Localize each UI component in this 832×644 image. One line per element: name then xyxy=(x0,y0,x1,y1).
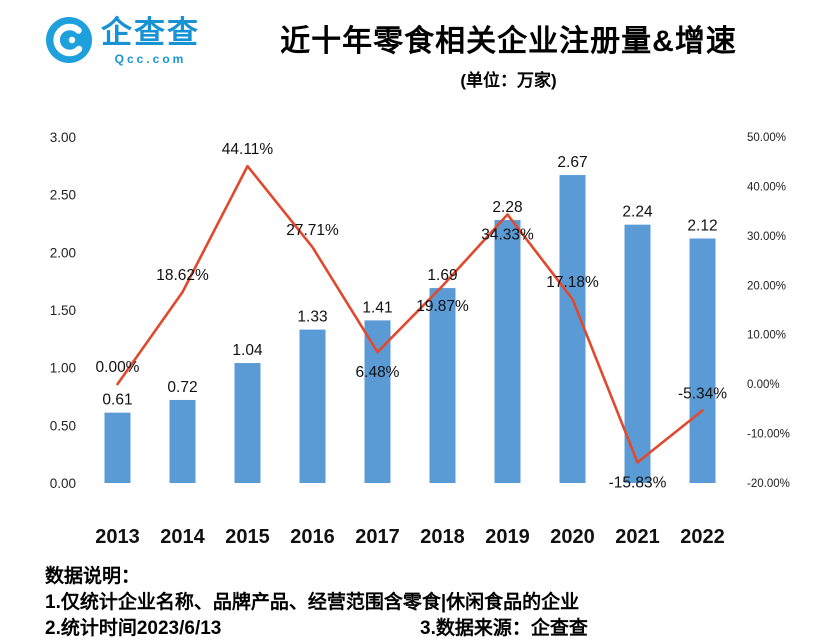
footer-notes: 数据说明： 1.仅统计企业名称、品牌产品、经营范围含零食|休闲食品的企业 2.统… xyxy=(45,564,817,642)
bar-value-label: 2.28 xyxy=(492,199,522,216)
line-value-label: 6.48% xyxy=(356,364,400,381)
bar-2015 xyxy=(234,363,261,483)
bar-2019 xyxy=(494,220,521,483)
bar-2018 xyxy=(429,288,456,483)
bar-value-label: 2.24 xyxy=(622,204,653,221)
combo-chart: 3.00 2.50 2.00 1.50 1.00 0.50 0.00 50.00% 40.00%… xyxy=(50,130,790,548)
left-axis-tick: 3.00 xyxy=(50,130,76,145)
footer-heading: 数据说明： xyxy=(45,566,141,587)
qcc-logo-icon xyxy=(46,17,92,63)
x-axis-label-2014: 2014 xyxy=(160,526,205,548)
left-axis-tick: 2.50 xyxy=(50,188,76,203)
bar-value-label: 1.33 xyxy=(297,309,327,326)
right-axis-tick: -20.00% xyxy=(747,478,790,490)
bar-value-label: 1.69 xyxy=(427,267,457,284)
growth-line xyxy=(116,164,704,464)
bar-value-label: 1.04 xyxy=(232,342,263,359)
bar-value-label: 2.67 xyxy=(557,154,587,171)
line-value-label: -15.83% xyxy=(609,474,667,491)
left-axis-tick: 0.00 xyxy=(50,476,76,491)
bar-2021 xyxy=(624,224,651,484)
bar-2020 xyxy=(559,175,586,483)
page-title: 近十年零食相关企业注册量&增速 xyxy=(280,25,737,58)
title-block: 近十年零食相关企业注册量&增速 (单位：万家) xyxy=(195,24,822,91)
footer-note-2: 2.统计时间2023/6/13 xyxy=(45,618,222,639)
line-value-label: 0.00% xyxy=(96,359,140,376)
bar-2017 xyxy=(364,320,391,483)
right-axis-tick: -10.00% xyxy=(747,429,790,441)
line-value-label: 27.71% xyxy=(286,222,339,239)
bar-2016 xyxy=(299,329,326,483)
left-axis-tick: 1.50 xyxy=(50,303,76,318)
x-axis-label-2013: 2013 xyxy=(95,526,140,548)
left-axis-tick: 2.00 xyxy=(50,245,76,260)
right-axis-tick: 10.00% xyxy=(747,330,786,342)
right-axis-tick: 0.00% xyxy=(747,379,780,391)
x-axis-label-2015: 2015 xyxy=(225,526,270,548)
footer-note-1: 1.仅统计企业名称、品牌产品、经营范围含零食|休闲食品的企业 xyxy=(45,592,580,613)
footer-note-row: 2.统计时间2023/6/13 3.数据来源：企查查 xyxy=(45,616,817,642)
header: 企查查 Qcc.com 近十年零食相关企业注册量&增速 (单位：万家) xyxy=(0,0,832,105)
bar-2014 xyxy=(169,399,196,483)
right-axis-tick: 50.00% xyxy=(747,132,786,144)
brand-name: 企查查 xyxy=(101,15,200,50)
bar-2022 xyxy=(689,238,716,483)
right-axis-tick: 40.00% xyxy=(747,181,786,193)
x-axis-label-2019: 2019 xyxy=(485,526,530,548)
x-axis-label-2016: 2016 xyxy=(290,526,335,548)
brand-domain: Qcc.com xyxy=(114,52,187,66)
bar-2013 xyxy=(104,412,131,483)
page-subtitle: (单位：万家) xyxy=(460,71,557,90)
bar-value-label: 0.61 xyxy=(102,392,132,409)
right-axis-tick: 20.00% xyxy=(747,280,786,292)
left-axis-tick: 1.00 xyxy=(50,361,76,376)
line-value-label: 19.87% xyxy=(416,298,469,315)
line-value-label: -5.34% xyxy=(678,386,727,403)
left-axis-tick: 0.50 xyxy=(50,418,76,433)
chart-area: 3.00 2.50 2.00 1.50 1.00 0.50 0.00 50.00% 40.00%… xyxy=(0,110,832,562)
right-axis-tick: 30.00% xyxy=(747,231,786,243)
bar-value-label: 2.12 xyxy=(687,217,717,234)
x-axis-label-2017: 2017 xyxy=(355,526,400,548)
line-value-label: 44.11% xyxy=(222,141,274,158)
line-value-label: 17.18% xyxy=(546,274,599,291)
x-axis-label-2018: 2018 xyxy=(420,526,465,548)
line-value-label: 18.62% xyxy=(156,267,209,284)
x-axis-label-2021: 2021 xyxy=(615,526,660,548)
line-value-label: 34.33% xyxy=(481,226,534,243)
bar-value-label: 0.72 xyxy=(167,379,197,396)
qcc-logo: 企查查 Qcc.com xyxy=(45,16,200,66)
bar-value-label: 1.41 xyxy=(362,299,392,316)
qcc-logo-text: 企查查 Qcc.com xyxy=(101,15,200,67)
footer-note-3: 3.数据来源：企查查 xyxy=(420,618,588,639)
x-axis-label-2020: 2020 xyxy=(550,526,595,548)
x-axis-label-2022: 2022 xyxy=(680,526,725,548)
